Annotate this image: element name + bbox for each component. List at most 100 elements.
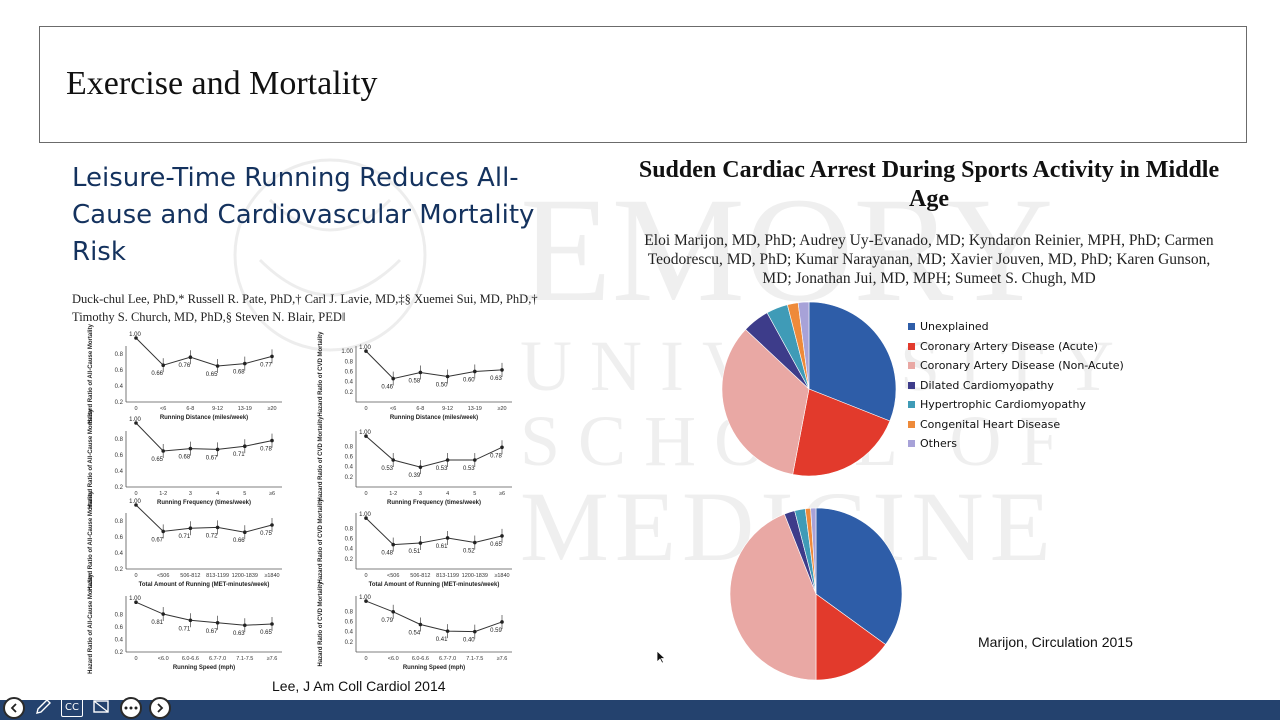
data-point xyxy=(243,444,247,448)
y-axis-label: Hazard Ratio of CVD Mortality xyxy=(318,331,324,417)
screen-icon[interactable] xyxy=(90,697,112,717)
legend-swatch xyxy=(908,401,915,409)
x-tick-label: ≥20 xyxy=(267,406,276,412)
data-point xyxy=(215,525,220,530)
x-tick-label: <506 xyxy=(157,573,169,579)
data-label: 0.71 xyxy=(233,452,245,458)
x-tick-label: 13-19 xyxy=(468,406,482,412)
y-tick-label: 0.8 xyxy=(115,613,124,619)
data-label: 0.53 xyxy=(381,466,393,472)
data-point xyxy=(270,622,274,626)
data-label: 0.65 xyxy=(490,542,502,548)
series-line xyxy=(135,601,273,626)
data-point xyxy=(500,445,504,450)
data-point xyxy=(473,369,477,374)
data-label: 0.51 xyxy=(409,549,421,555)
data-point xyxy=(243,530,247,534)
data-label: 1.00 xyxy=(359,430,371,436)
x-tick-label: 9-12 xyxy=(442,406,453,412)
y-axis-label: Hazard Ratio of All-Cause Mortality xyxy=(88,408,94,508)
data-point xyxy=(445,374,450,379)
data-point xyxy=(473,629,477,634)
y-axis-label: Hazard Ratio of CVD Mortality xyxy=(318,498,324,584)
legend-label: Congenital Heart Disease xyxy=(920,417,1061,431)
x-tick-label: 5 xyxy=(243,491,246,497)
x-tick-label: 0 xyxy=(364,406,367,412)
data-point xyxy=(215,447,220,452)
x-tick-label: <6.0 xyxy=(388,656,399,662)
data-point xyxy=(134,600,138,605)
y-tick-label: 0.2 xyxy=(345,557,354,563)
arrow-right-icon[interactable] xyxy=(149,697,171,719)
x-tick-label: 1200-1839 xyxy=(462,573,488,579)
pie-slice xyxy=(808,301,897,422)
data-label: 0.58 xyxy=(409,378,421,384)
pen-icon[interactable] xyxy=(32,697,54,717)
data-label: 0.50 xyxy=(436,383,448,389)
data-label: 0.72 xyxy=(206,533,218,539)
data-label: 0.41 xyxy=(436,637,448,643)
data-label: 0.81 xyxy=(151,620,163,626)
x-tick-label: 0 xyxy=(364,656,367,662)
data-point xyxy=(391,458,395,462)
x-axis-label: Running Frequency (times/week) xyxy=(157,500,251,506)
data-label: 0.63 xyxy=(490,376,502,382)
y-tick-label: 0.8 xyxy=(115,352,124,358)
data-label: 0.61 xyxy=(436,544,448,550)
y-tick-label: 1.00 xyxy=(341,349,353,355)
series-line xyxy=(365,517,503,546)
y-tick-label: 0.8 xyxy=(345,526,354,532)
x-tick-label: 1200-1839 xyxy=(232,573,258,579)
y-tick-label: 0.4 xyxy=(345,547,354,553)
x-axis-label: Total Amount of Running (MET-minutes/wee… xyxy=(369,582,500,588)
y-tick-label: 0.6 xyxy=(115,625,124,631)
x-tick-label: 7.1-7.5 xyxy=(466,656,483,662)
data-point xyxy=(215,364,220,368)
x-tick-label: 1-2 xyxy=(159,491,167,497)
ellipsis-icon[interactable] xyxy=(120,697,142,719)
y-tick-label: 0.6 xyxy=(115,368,124,374)
pie-slice xyxy=(721,329,810,475)
hr-panel-allcause-amount: Hazard Ratio of All-Cause Mortality 0.8 0.… xyxy=(82,490,292,591)
legend-swatch xyxy=(908,342,915,350)
data-point xyxy=(500,620,504,624)
legend-label: Coronary Artery Disease (Non-Acute) xyxy=(920,359,1124,373)
data-label: 0.75 xyxy=(260,531,272,537)
y-axis-label: Hazard Ratio of All-Cause Mortality xyxy=(88,573,94,673)
series-line xyxy=(135,504,273,533)
pie-slice xyxy=(729,513,817,681)
pie-slice xyxy=(815,593,886,681)
x-axis-label: Running Frequency (times/week) xyxy=(387,500,481,506)
left-authors-line2: Timothy S. Church, MD, PhD,§ Steven N. B… xyxy=(72,310,346,324)
data-point xyxy=(188,526,193,530)
x-tick-label: 0 xyxy=(134,573,137,579)
data-label: 0.71 xyxy=(179,534,191,540)
x-tick-label: <6.0 xyxy=(158,656,169,662)
arrow-left-icon[interactable] xyxy=(3,697,25,719)
legend-label: Hypertrophic Cardiomyopathy xyxy=(920,398,1086,412)
data-point xyxy=(500,534,504,538)
hr-panel-allcause-frequency: Hazard Ratio of All-Cause Mortality 0.8 0.… xyxy=(82,408,292,509)
legend-item: Coronary Artery Disease (Non-Acute) xyxy=(908,356,1124,376)
y-tick-label: 0.2 xyxy=(115,485,124,491)
y-tick-label: 0.8 xyxy=(345,359,354,365)
legend-label: Unexplained xyxy=(920,320,989,334)
legend-item: Dilated Cardiomyopathy xyxy=(908,376,1124,396)
y-tick-label: 0.6 xyxy=(115,535,124,541)
x-axis-label: Total Amount of Running (MET-minutes/wee… xyxy=(139,582,270,588)
right-citation: Marijon, Circulation 2015 xyxy=(978,634,1133,650)
data-label: 0.76 xyxy=(179,363,191,369)
data-point xyxy=(418,465,423,469)
data-point xyxy=(473,540,477,545)
series-line xyxy=(365,350,503,380)
closed-captions-button[interactable]: CC xyxy=(61,697,83,717)
data-label: 0.46 xyxy=(381,385,393,391)
data-point xyxy=(270,523,274,527)
x-axis-label: Running Distance (miles/week) xyxy=(160,415,248,421)
data-point xyxy=(364,516,368,520)
data-label: 0.68 xyxy=(233,370,245,376)
data-label: 0.78 xyxy=(490,453,502,459)
left-authors-line1: Duck-chul Lee, PhD,* Russell R. Pate, Ph… xyxy=(72,292,538,306)
data-point xyxy=(418,622,423,627)
y-tick-label: 0.6 xyxy=(345,454,354,460)
